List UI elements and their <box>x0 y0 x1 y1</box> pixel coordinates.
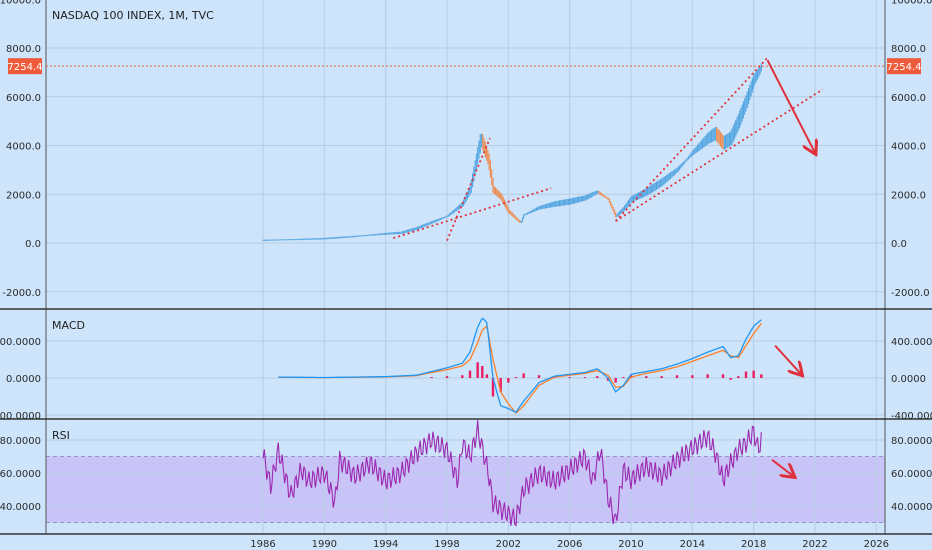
y-tick-label-right: 6000.0 <box>891 93 926 104</box>
macd-histogram-bar <box>430 377 433 379</box>
panel-title: NASDAQ 100 INDEX, 1M, TVC <box>52 9 214 22</box>
y-tick-label-right: 10000.0 <box>891 0 932 6</box>
y-tick-label-left: 8000.0 <box>6 44 41 55</box>
panel-title: RSI <box>52 429 70 442</box>
y-tick-label-left: 40.0000 <box>0 502 41 513</box>
last-price-tag-right <box>887 58 921 75</box>
x-tick-label: 2018 <box>741 539 766 550</box>
trendline-2 <box>615 57 769 222</box>
macd-histogram-bar <box>752 370 755 378</box>
macd-histogram-bar <box>583 377 587 379</box>
y-tick-label-right: -2000.0 <box>891 288 930 299</box>
macd-histogram-bar <box>507 378 510 383</box>
y-tick-label-left: 10000.0 <box>0 0 41 6</box>
y-tick-label-right: 0.0 <box>891 239 907 250</box>
macd-line <box>278 317 762 414</box>
macd-histogram-bar <box>614 378 617 383</box>
macd-histogram-bar <box>737 376 740 378</box>
x-tick-label: 1990 <box>312 539 337 550</box>
macd-histogram-bar <box>461 375 464 378</box>
macd-histogram-bar <box>691 375 694 378</box>
y-tick-label-right: -400.0000 <box>891 411 932 422</box>
macd-histogram-bar <box>568 377 571 379</box>
forecast-arrow-1 <box>774 344 801 375</box>
y-tick-label-left: -2000.0 <box>2 288 41 299</box>
macd-histogram-bar <box>660 376 663 378</box>
y-tick-label-right: 2000.0 <box>891 190 926 201</box>
y-tick-label-right: 0.0000 <box>891 374 926 385</box>
macd-histogram-bar <box>522 373 525 378</box>
macd-histogram-bar <box>706 374 709 378</box>
last-price-label-left: 7254.4 <box>8 62 43 73</box>
macd-histogram-bar <box>645 376 648 378</box>
macd-histogram-bar <box>491 378 495 397</box>
x-tick-label: 1994 <box>373 539 398 550</box>
y-tick-label-left: 0.0000 <box>6 374 41 385</box>
macd-histogram-bar <box>675 375 679 378</box>
panel-title: MACD <box>52 319 85 332</box>
x-tick-label: 1986 <box>250 539 275 550</box>
macd-histogram-bar <box>481 365 484 378</box>
rsi-line <box>262 420 762 527</box>
forecast-arrow-0 <box>766 59 815 153</box>
macd-histogram-bar <box>729 378 732 380</box>
y-tick-label-left: 4000.0 <box>6 142 41 153</box>
y-tick-label-left: 80.0000 <box>0 436 41 447</box>
macd-histogram-bar <box>721 374 725 378</box>
macd-histogram-bar <box>744 371 748 378</box>
x-tick-label: 2014 <box>680 539 705 550</box>
macd-histogram-bar <box>476 362 479 378</box>
last-price-label-right: 7254.4 <box>887 62 922 73</box>
y-tick-label-right: 4000.0 <box>891 142 926 153</box>
y-tick-label-left: 60.0000 <box>0 469 41 480</box>
y-tick-label-left: -400.0000 <box>0 411 41 422</box>
trendline-1 <box>446 137 491 241</box>
macd-histogram-bar <box>596 376 599 378</box>
x-tick-label: 2006 <box>557 539 582 550</box>
y-tick-label-right: 8000.0 <box>891 44 926 55</box>
y-tick-label-right: 400.0000 <box>891 337 932 348</box>
y-tick-label-left: 400.0000 <box>0 337 41 348</box>
rsi-band <box>46 456 885 523</box>
y-tick-label-left: 2000.0 <box>6 190 41 201</box>
forecast-arrow-2 <box>771 459 793 477</box>
macd-histogram-bar <box>499 378 502 392</box>
y-tick-label-right: 60.0000 <box>891 469 932 480</box>
trendline-3 <box>615 88 824 222</box>
x-tick-label: 2010 <box>618 539 643 550</box>
last-price-tag-left <box>8 58 42 75</box>
x-tick-label: 1998 <box>434 539 459 550</box>
y-tick-label-left: 0.0 <box>25 239 41 250</box>
x-tick-label: 2022 <box>802 539 827 550</box>
y-tick-label-right: 80.0000 <box>891 436 932 447</box>
x-tick-label: 2002 <box>496 539 521 550</box>
macd-histogram-bar <box>606 378 610 381</box>
macd-histogram-bar <box>622 377 625 379</box>
macd-histogram-bar <box>485 374 489 378</box>
macd-histogram-bar <box>445 376 449 378</box>
y-tick-label-left: 6000.0 <box>6 93 41 104</box>
macd-histogram-bar <box>537 375 541 378</box>
x-tick-label: 2026 <box>864 539 889 550</box>
macd-histogram-bar <box>760 374 763 378</box>
y-tick-label-right: 40.0000 <box>891 502 932 513</box>
macd-histogram-bar <box>514 377 518 379</box>
macd-histogram-bar <box>468 370 472 378</box>
